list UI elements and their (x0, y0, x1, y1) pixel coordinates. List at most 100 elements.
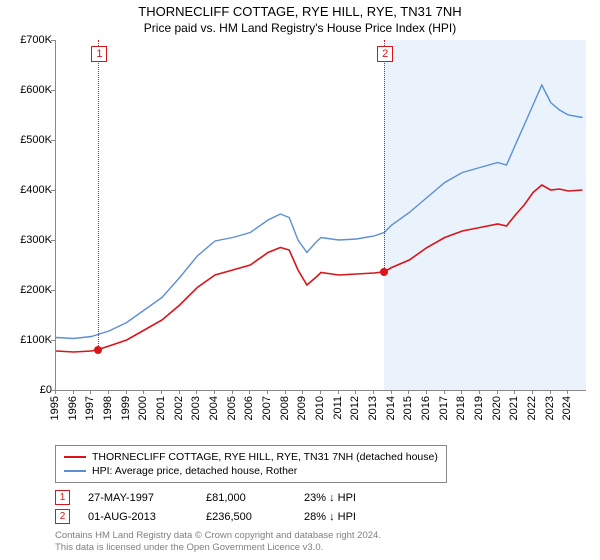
x-tick-label: 2006 (243, 396, 255, 420)
x-tick-label: 2001 (155, 396, 167, 420)
legend-box: THORNECLIFF COTTAGE, RYE HILL, RYE, TN31… (55, 445, 447, 483)
y-tick-label: £400K (5, 184, 52, 196)
x-tick-mark (320, 390, 321, 394)
y-tick-mark (51, 240, 55, 241)
chart-area: 12 £0£100K£200K£300K£400K£500K£600K£700K… (0, 40, 600, 440)
marker-box: 1 (91, 46, 107, 62)
y-tick-label: £100K (5, 334, 52, 346)
marker-dotline (384, 40, 385, 272)
y-tick-label: £500K (5, 134, 52, 146)
sale-dot (94, 346, 102, 354)
x-tick-mark (249, 390, 250, 394)
x-tick-mark (391, 390, 392, 394)
x-tick-mark (90, 390, 91, 394)
x-tick-label: 2022 (526, 396, 538, 420)
y-tick-label: £0 (5, 384, 52, 396)
y-tick-mark (51, 90, 55, 91)
x-tick-label: 2007 (261, 396, 273, 420)
x-tick-mark (514, 390, 515, 394)
x-tick-mark (550, 390, 551, 394)
sale-diff: 28% ↓ HPI (304, 511, 384, 523)
x-tick-label: 2005 (226, 396, 238, 420)
plot-area: 12 (55, 40, 586, 391)
chart-lines (56, 40, 586, 390)
x-tick-label: 2020 (491, 396, 503, 420)
sale-marker: 1 (55, 490, 70, 505)
x-tick-mark (497, 390, 498, 394)
legend-swatch (64, 470, 86, 472)
x-tick-label: 2024 (561, 396, 573, 420)
sale-date: 27-MAY-1997 (88, 492, 188, 504)
x-tick-label: 2002 (173, 396, 185, 420)
x-tick-label: 2008 (279, 396, 291, 420)
x-tick-label: 2000 (137, 396, 149, 420)
chart-subtitle: Price paid vs. HM Land Registry's House … (0, 19, 600, 35)
legend-row: THORNECLIFF COTTAGE, RYE HILL, RYE, TN31… (64, 450, 438, 464)
x-tick-mark (161, 390, 162, 394)
x-tick-label: 2010 (314, 396, 326, 420)
x-tick-mark (232, 390, 233, 394)
x-tick-mark (444, 390, 445, 394)
sale-row: 1 27-MAY-1997 £81,000 23% ↓ HPI (55, 488, 384, 507)
x-tick-mark (426, 390, 427, 394)
sale-date: 01-AUG-2013 (88, 511, 188, 523)
sale-row: 2 01-AUG-2013 £236,500 28% ↓ HPI (55, 507, 384, 526)
x-tick-mark (55, 390, 56, 394)
sales-table: 1 27-MAY-1997 £81,000 23% ↓ HPI 2 01-AUG-2013… (55, 488, 384, 526)
x-tick-label: 1999 (120, 396, 132, 420)
marker-dotline (98, 40, 99, 350)
x-tick-label: 2021 (508, 396, 520, 420)
x-tick-label: 2012 (349, 396, 361, 420)
marker-box: 2 (377, 46, 393, 62)
y-tick-mark (51, 140, 55, 141)
x-tick-mark (196, 390, 197, 394)
x-tick-mark (267, 390, 268, 394)
sale-price: £236,500 (206, 511, 286, 523)
footer-attribution: Contains HM Land Registry data © Crown c… (55, 530, 381, 554)
x-tick-label: 2023 (544, 396, 556, 420)
x-tick-mark (461, 390, 462, 394)
legend-label: HPI: Average price, detached house, Roth… (92, 465, 297, 477)
x-tick-mark (408, 390, 409, 394)
x-tick-label: 2018 (455, 396, 467, 420)
x-tick-label: 2013 (367, 396, 379, 420)
y-tick-mark (51, 40, 55, 41)
legend-swatch (64, 456, 86, 458)
sale-price: £81,000 (206, 492, 286, 504)
sale-dot (380, 268, 388, 276)
x-tick-label: 2017 (438, 396, 450, 420)
x-tick-mark (108, 390, 109, 394)
x-tick-label: 2016 (420, 396, 432, 420)
x-tick-mark (338, 390, 339, 394)
x-tick-mark (355, 390, 356, 394)
x-tick-label: 2015 (402, 396, 414, 420)
x-tick-mark (143, 390, 144, 394)
x-tick-label: 2011 (332, 396, 344, 420)
x-tick-mark (302, 390, 303, 394)
y-tick-label: £700K (5, 34, 52, 46)
x-tick-mark (479, 390, 480, 394)
x-tick-label: 1998 (102, 396, 114, 420)
legend-label: THORNECLIFF COTTAGE, RYE HILL, RYE, TN31… (92, 451, 438, 463)
x-tick-label: 1995 (49, 396, 61, 420)
chart-title: THORNECLIFF COTTAGE, RYE HILL, RYE, TN31… (0, 0, 600, 19)
x-tick-mark (73, 390, 74, 394)
x-tick-mark (285, 390, 286, 394)
sale-diff: 23% ↓ HPI (304, 492, 384, 504)
series-cottage (56, 185, 583, 352)
series-hpi (56, 85, 583, 339)
x-tick-mark (126, 390, 127, 394)
x-tick-label: 2009 (296, 396, 308, 420)
y-tick-mark (51, 190, 55, 191)
y-tick-mark (51, 290, 55, 291)
y-tick-mark (51, 340, 55, 341)
x-tick-label: 2014 (385, 396, 397, 420)
y-tick-label: £300K (5, 234, 52, 246)
sale-marker: 2 (55, 509, 70, 524)
footer-line-2: This data is licensed under the Open Gov… (55, 542, 381, 554)
x-tick-mark (373, 390, 374, 394)
y-tick-label: £600K (5, 84, 52, 96)
x-tick-label: 1997 (84, 396, 96, 420)
x-tick-label: 2019 (473, 396, 485, 420)
x-tick-mark (532, 390, 533, 394)
